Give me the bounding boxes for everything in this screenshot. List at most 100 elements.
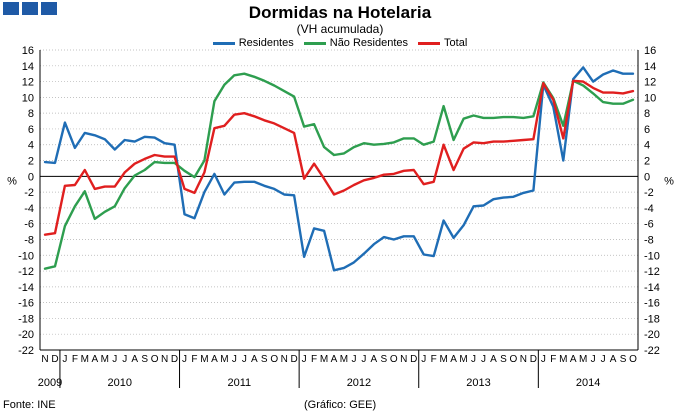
x-tick-label: S — [261, 354, 268, 365]
x-tick-label: J — [481, 354, 486, 365]
logo-block — [3, 2, 19, 15]
y-tick-label-right: -4 — [644, 203, 654, 215]
x-tick-label: A — [131, 354, 138, 365]
y-tick-label-left: 10 — [22, 92, 34, 104]
x-tick-label: M — [559, 354, 567, 365]
series-line-n-o-residentes — [43, 72, 635, 270]
chart-subtitle: (VH acumulada) — [296, 22, 384, 36]
y-tick-label-right: 16 — [644, 45, 656, 57]
x-tick-label: S — [620, 354, 627, 365]
y-tick-label-right: 2 — [644, 156, 650, 168]
y-tick-label-left: -6 — [24, 219, 34, 231]
x-tick-label: A — [610, 354, 617, 365]
x-year-label: 2011 — [228, 377, 252, 389]
y-tick-label-left: 6 — [28, 124, 34, 136]
x-tick-label: M — [320, 354, 328, 365]
x-tick-label: J — [232, 354, 237, 365]
y-tick-label-right: 8 — [644, 108, 650, 120]
y-tick-label-left: 2 — [28, 156, 34, 168]
x-tick-label: O — [629, 354, 637, 365]
x-tick-label: D — [291, 354, 298, 365]
x-tick-label: J — [591, 354, 596, 365]
x-tick-label: J — [122, 354, 127, 365]
x-tick-label: N — [41, 354, 48, 365]
logo-block — [22, 2, 38, 15]
x-tick-label: J — [351, 354, 356, 365]
chart-title: Dormidas na Hotelaria — [248, 3, 432, 22]
series-line-residentes — [43, 66, 635, 272]
legend: Residentes Não Residentes Total — [0, 37, 680, 49]
x-year-label: 2014 — [576, 377, 600, 389]
x-year-label: 2010 — [107, 377, 131, 389]
series-line-total — [43, 79, 635, 236]
x-tick-label: M — [459, 354, 467, 365]
legend-item: Total — [418, 37, 467, 49]
y-tick-label-right: 14 — [644, 61, 656, 73]
y-tick-label-left: -8 — [24, 234, 34, 246]
y-axis-label-left: % — [7, 175, 17, 187]
x-tick-label: D — [171, 354, 178, 365]
x-tick-label: J — [182, 354, 187, 365]
x-tick-label: O — [151, 354, 159, 365]
x-tick-label: F — [72, 354, 78, 365]
y-tick-label-right: -18 — [644, 313, 660, 325]
x-tick-label: F — [311, 354, 317, 365]
legend-swatch — [303, 41, 326, 45]
x-tick-label: J — [541, 354, 546, 365]
y-tick-label-right: -14 — [644, 282, 660, 294]
y-tick-label-right: 12 — [644, 77, 656, 89]
x-tick-label: M — [439, 354, 447, 365]
y-tick-label-left: -10 — [18, 250, 34, 262]
logo-block — [41, 2, 57, 15]
legend-swatch — [212, 41, 235, 45]
legend-item: Não Residentes — [303, 37, 408, 49]
x-tick-label: J — [471, 354, 476, 365]
x-tick-label: J — [601, 354, 606, 365]
x-tick-label: F — [550, 354, 556, 365]
x-tick-label: A — [450, 354, 457, 365]
y-tick-label-left: 0 — [28, 171, 34, 183]
x-tick-label: M — [220, 354, 228, 365]
y-tick-label-right: -8 — [644, 234, 654, 246]
x-tick-label: S — [500, 354, 507, 365]
y-tick-label-left: 16 — [22, 45, 34, 57]
x-tick-label: J — [242, 354, 247, 365]
x-tick-label: M — [340, 354, 348, 365]
y-tick-label-left: -22 — [18, 345, 34, 357]
y-tick-label-right: 0 — [644, 171, 650, 183]
legend-swatch — [418, 41, 441, 45]
x-year-label: 2013 — [466, 377, 490, 389]
x-year-label: 2009 — [38, 377, 62, 389]
x-tick-label: M — [200, 354, 208, 365]
x-tick-label: A — [570, 354, 577, 365]
x-tick-label: M — [81, 354, 89, 365]
x-tick-label: N — [161, 354, 168, 365]
y-tick-label-right: -20 — [644, 329, 660, 341]
y-tick-label-right: -10 — [644, 250, 660, 262]
y-tick-label-left: 12 — [22, 77, 34, 89]
x-tick-label: M — [579, 354, 587, 365]
y-tick-label-right: -16 — [644, 298, 660, 310]
x-tick-label: O — [510, 354, 518, 365]
x-tick-label: J — [421, 354, 426, 365]
x-tick-label: N — [281, 354, 288, 365]
x-tick-label: N — [520, 354, 527, 365]
y-tick-label-right: 4 — [644, 140, 650, 152]
y-tick-label-right: -12 — [644, 266, 660, 278]
y-tick-label-left: 14 — [22, 61, 34, 73]
y-tick-label-left: -16 — [18, 298, 34, 310]
x-tick-label: A — [251, 354, 258, 365]
x-tick-label: A — [91, 354, 98, 365]
y-tick-label-right: -6 — [644, 219, 654, 231]
credit-note: (Gráfico: GEE) — [304, 399, 377, 411]
legend-item: Residentes — [212, 37, 294, 49]
x-tick-label: D — [410, 354, 417, 365]
x-tick-label: J — [302, 354, 307, 365]
x-tick-label: O — [390, 354, 398, 365]
y-axis-label-right: % — [664, 175, 674, 187]
y-tick-label-left: 4 — [28, 140, 34, 152]
y-tick-label-left: -18 — [18, 313, 34, 325]
x-tick-label: N — [400, 354, 407, 365]
y-tick-label-left: -4 — [24, 203, 34, 215]
